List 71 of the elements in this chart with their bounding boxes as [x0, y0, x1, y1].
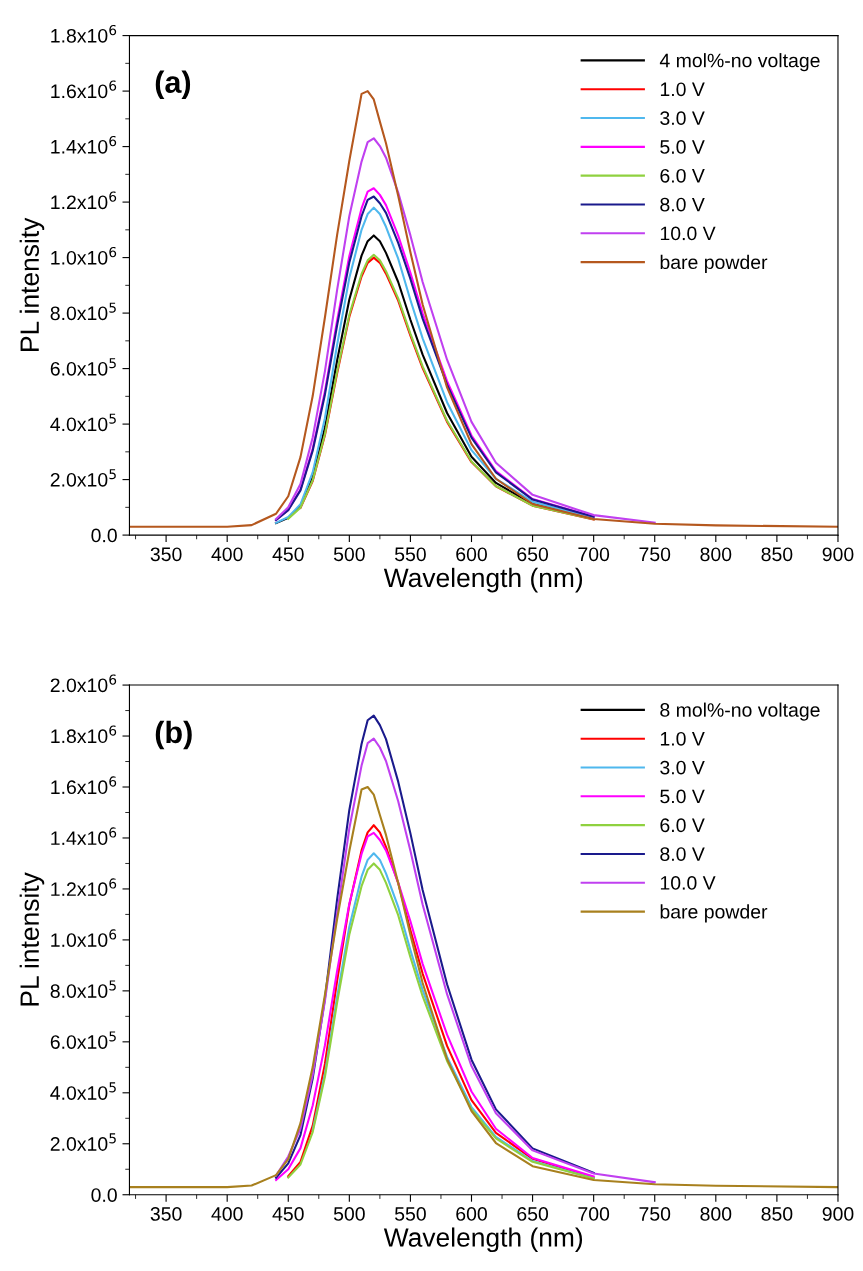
y-tick-label: 4.0x10$^{5}$: [50, 1082, 116, 1100]
x-tick-label: 700: [578, 1207, 610, 1221]
y-axis-title: PL intensity: [19, 217, 45, 351]
x-tick-label: 500: [333, 1207, 365, 1221]
y-tick-label: 0.0: [91, 1188, 117, 1202]
x-tick-label: 650: [517, 1207, 549, 1221]
legend-label: 5.0 V: [660, 789, 705, 804]
x-tick-label: 750: [639, 547, 671, 562]
legend-label: 3.0 V: [660, 111, 705, 126]
x-tick-label: 850: [761, 1207, 793, 1221]
annotation: (a): [155, 70, 191, 100]
y-tick-label: 0.0: [91, 528, 117, 543]
legend-label: 1.0 V: [660, 731, 705, 746]
y-tick-label: 6.0x10$^{5}$: [50, 358, 116, 376]
x-tick-label: 600: [456, 547, 487, 562]
x-tick-label: 800: [700, 1207, 732, 1221]
y-tick-label: 1.4x10$^{6}$: [51, 135, 117, 154]
legend-label: 1.0 V: [660, 82, 705, 97]
y-tick-label: 1.0x10$^{6}$: [51, 929, 117, 947]
annotation: (b): [155, 720, 192, 750]
x-tick-label: 550: [394, 1207, 426, 1221]
x-tick-label: 650: [517, 547, 549, 562]
y-tick-label: 2.0x10$^{5}$: [50, 469, 116, 487]
y-tick-label: 8.0x10$^{5}$: [50, 302, 116, 321]
x-tick-label: 450: [272, 547, 304, 562]
legend-label: 5.0 V: [660, 140, 705, 154]
legend-label: 8.0 V: [660, 847, 705, 861]
line-series: [275, 137, 656, 524]
line-series: [129, 785, 838, 1189]
y-axis-title: PL intensity: [19, 872, 45, 1006]
x-tick-label: 800: [700, 547, 732, 562]
y-tick-label: 2.0x10$^{5}$: [50, 1133, 116, 1151]
x-tick-label: 700: [578, 547, 610, 562]
legend-label: 10.0 V: [660, 226, 716, 241]
y-tick-label: 2.0x10$^{6}$: [50, 674, 117, 693]
legend-label: 3.0 V: [660, 760, 705, 775]
legend-label: 6.0 V: [660, 818, 705, 833]
line-series: [275, 714, 595, 1179]
legend-label: 8.0 V: [660, 197, 705, 212]
y-tick-label: 1.4x10$^{6}$: [51, 827, 117, 846]
y-tick-label: 8.0x10$^{5}$: [50, 980, 116, 998]
x-tick-label: 400: [211, 547, 243, 562]
x-tick-label: 350: [150, 1207, 182, 1221]
x-tick-label: 850: [761, 547, 793, 562]
y-tick-label: 6.0x10$^{5}$: [50, 1031, 116, 1049]
x-tick-label: 750: [639, 1207, 671, 1221]
x-tick-label: 900: [822, 547, 854, 562]
legend-label: 6.0 V: [660, 168, 705, 183]
legend-label: 10.0 V: [660, 876, 716, 890]
x-tick-label: 550: [394, 547, 426, 562]
x-tick-label: 600: [456, 1207, 487, 1221]
y-tick-label: 1.0x10$^{6}$: [51, 246, 117, 265]
x-tick-label: 350: [150, 547, 182, 562]
x-tick-label: 450: [272, 1207, 304, 1221]
y-tick-label: 1.6x10$^{6}$: [51, 80, 117, 99]
legend-label: 8 mol%-no voltage: [660, 702, 820, 721]
y-tick-label: 1.8x10$^{6}$: [51, 24, 117, 43]
x-axis-title: Wavelength (nm): [383, 567, 583, 593]
y-tick-label: 1.2x10$^{6}$: [51, 878, 117, 897]
y-tick-label: 4.0x10$^{5}$: [50, 413, 116, 432]
line-series: [275, 737, 656, 1184]
x-tick-label: 400: [211, 1207, 243, 1221]
x-tick-label: 900: [822, 1207, 854, 1221]
y-tick-label: 1.6x10$^{6}$: [51, 776, 117, 795]
legend-label: bare powder: [660, 904, 768, 923]
x-axis-title: Wavelength (nm): [383, 1227, 583, 1253]
legend-label: bare powder: [660, 254, 768, 273]
y-tick-label: 1.2x10$^{6}$: [51, 191, 117, 210]
x-tick-label: 500: [333, 547, 365, 562]
legend-label: 4 mol%-no voltage: [659, 53, 820, 72]
y-tick-label: 1.8x10$^{6}$: [51, 725, 117, 744]
